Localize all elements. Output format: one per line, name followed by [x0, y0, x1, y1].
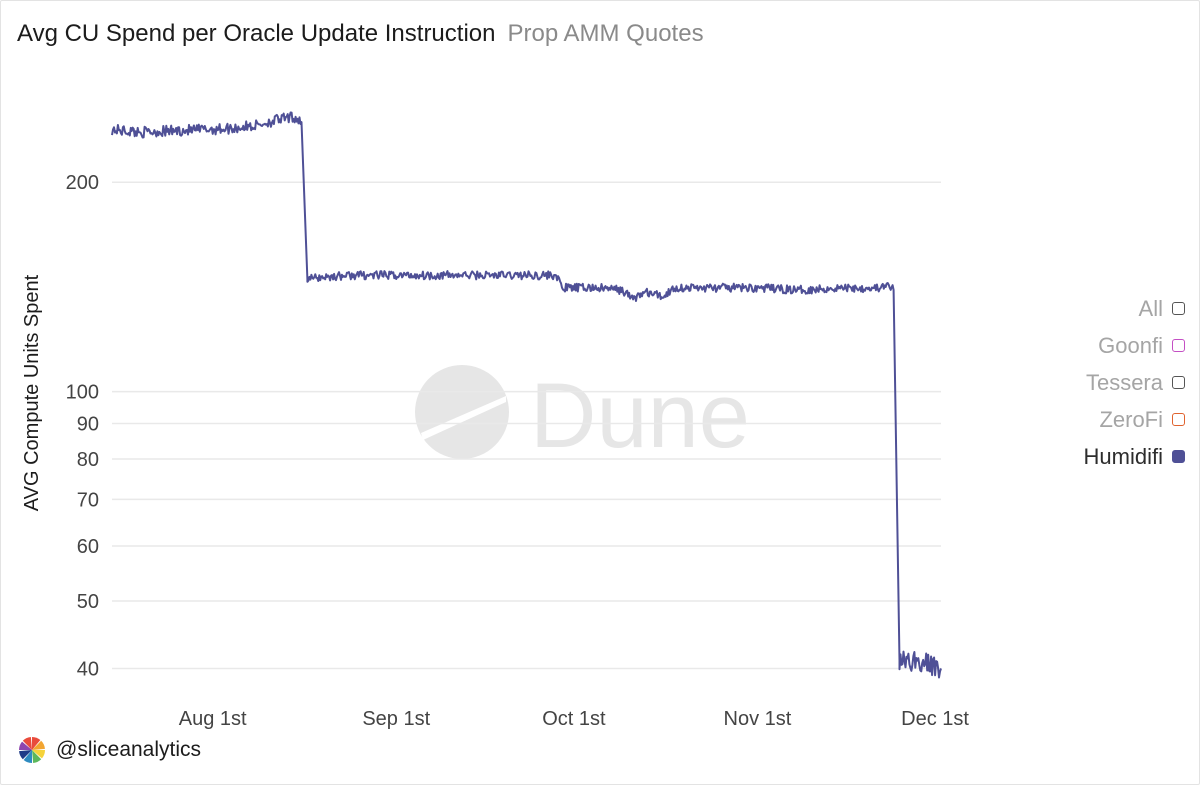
watermark-text: Dune — [530, 365, 750, 467]
legend-label-tessera: Tessera — [1085, 369, 1163, 395]
logo-wedge — [32, 737, 41, 750]
legend-label-zerofi: ZeroFi — [1099, 406, 1163, 432]
legend-label-all: All — [1138, 295, 1163, 321]
y-tick-label: 50 — [77, 591, 99, 613]
x-tick-label: Oct 1st — [542, 708, 606, 730]
x-tick-label: Nov 1st — [724, 708, 792, 730]
dune-logo-icon — [415, 365, 509, 459]
chart-subtitle: Prop AMM Quotes — [507, 20, 704, 47]
grid-lines — [112, 181, 941, 670]
chart-header: Avg CU Spend per Oracle Update Instructi… — [17, 20, 704, 48]
legend-item-goonfi[interactable]: Goonfi — [1015, 327, 1185, 364]
y-tick-label: 60 — [77, 536, 99, 558]
legend-label-humidifi: Humidifi — [1083, 443, 1163, 469]
legend-item-humidifi[interactable]: Humidifi — [1015, 438, 1185, 475]
y-tick-label: 100 — [66, 382, 99, 404]
legend-swatch-all — [1172, 302, 1185, 315]
legend: All Goonfi Tessera ZeroFi Humidifi — [1015, 290, 1185, 475]
y-tick-label: 70 — [77, 489, 99, 511]
y-tick-label: 200 — [66, 172, 99, 194]
logo-wedge — [23, 750, 32, 763]
legend-swatch-goonfi — [1172, 339, 1185, 352]
x-tick-label: Aug 1st — [179, 708, 247, 730]
legend-swatch-zerofi — [1172, 413, 1185, 426]
legend-item-zerofi[interactable]: ZeroFi — [1015, 401, 1185, 438]
dune-watermark: Dune — [415, 365, 750, 467]
legend-item-tessera[interactable]: Tessera — [1015, 364, 1185, 401]
logo-wedge — [32, 740, 45, 750]
footer-handle: @sliceanalytics — [56, 738, 202, 761]
slice-analytics-logo-icon — [19, 737, 45, 763]
y-tick-label: 80 — [77, 449, 99, 471]
logo-wedge — [32, 750, 45, 759]
x-tick-label: Sep 1st — [362, 708, 430, 730]
logo-wedge — [32, 750, 42, 763]
y-tick-label: 40 — [77, 658, 99, 680]
legend-item-all[interactable]: All — [1015, 290, 1185, 327]
logo-wedge — [19, 741, 32, 750]
logo-wedge — [19, 750, 32, 760]
legend-label-goonfi: Goonfi — [1098, 332, 1163, 358]
y-tick-label: 90 — [77, 413, 99, 435]
series-layer — [111, 111, 942, 679]
series-line-humidifi — [111, 111, 942, 679]
y-axis-title: AVG Compute Units Spent — [21, 274, 43, 511]
footer: @sliceanalytics — [17, 735, 201, 765]
y-axis: 40 50 60 70 80 90 100 200 — [66, 172, 99, 680]
legend-swatch-tessera — [1172, 376, 1185, 389]
chart-title: Avg CU Spend per Oracle Update Instructi… — [17, 20, 496, 47]
x-tick-label: Dec 1st — [901, 708, 969, 730]
x-axis: Aug 1st Sep 1st Oct 1st Nov 1st Dec 1st — [179, 708, 970, 730]
legend-swatch-humidifi — [1172, 450, 1185, 463]
logo-wedge — [22, 737, 32, 750]
